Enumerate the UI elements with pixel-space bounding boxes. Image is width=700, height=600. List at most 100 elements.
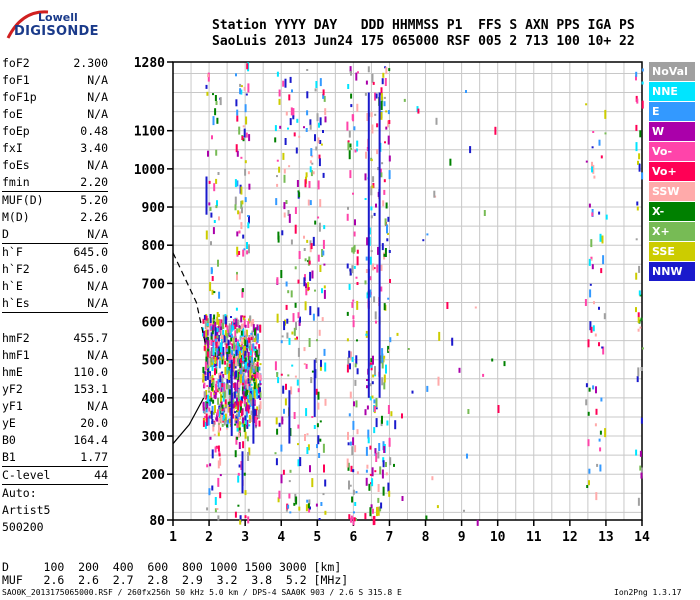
echo-point <box>215 380 218 384</box>
echo-point <box>242 355 245 362</box>
echo-point <box>229 419 231 424</box>
echo-point <box>209 376 212 381</box>
echo-point <box>349 391 352 399</box>
param-value: N/A <box>87 90 108 104</box>
echo-point <box>248 393 251 400</box>
echo-point <box>258 374 261 380</box>
echo-point <box>387 405 390 414</box>
echo-point <box>219 474 222 477</box>
echo-point <box>241 315 244 318</box>
echo-point <box>214 392 217 398</box>
echo-point <box>276 175 278 178</box>
echo-point <box>218 319 220 327</box>
echo-point <box>355 355 358 365</box>
echo-point <box>385 126 388 130</box>
echo-point <box>235 349 238 356</box>
echo-trace <box>288 390 291 444</box>
echo-point <box>221 383 224 388</box>
echo-point <box>280 270 283 278</box>
echo-point <box>316 444 318 449</box>
echo-point <box>436 505 439 509</box>
echo-point <box>366 379 368 381</box>
echo-point <box>310 148 313 157</box>
echo-point <box>236 383 239 393</box>
echo-point <box>635 142 638 152</box>
echo-point <box>203 418 206 421</box>
echo-point <box>351 114 354 121</box>
echo-point <box>247 215 250 217</box>
echo-point <box>232 353 235 357</box>
param-key: B0 <box>2 433 16 447</box>
echo-point <box>305 128 308 132</box>
echo-point <box>219 403 222 406</box>
echo-point <box>249 335 252 338</box>
echo-point <box>236 231 239 237</box>
echo-point <box>373 399 376 404</box>
echo-point <box>236 328 239 334</box>
echo-point <box>255 349 258 357</box>
echo-point <box>284 398 287 406</box>
echo-point <box>353 265 356 269</box>
echo-point <box>388 68 391 72</box>
echo-point <box>379 168 382 173</box>
echo-point <box>348 283 351 290</box>
echo-point <box>214 405 216 414</box>
echo-point <box>637 497 640 506</box>
echo-point <box>287 210 290 216</box>
param-fof1p: foF1p N/A <box>2 89 108 106</box>
echo-point <box>215 417 218 421</box>
param-value: 455.7 <box>73 331 108 345</box>
echo-point <box>242 125 245 128</box>
echo-point <box>386 420 389 426</box>
echo-point <box>449 158 452 166</box>
echo-point <box>369 396 372 401</box>
echo-point <box>386 224 388 234</box>
echo-point <box>417 108 420 114</box>
echo-point <box>225 330 227 337</box>
echo-point <box>276 277 279 285</box>
param-key: hmE <box>2 365 23 379</box>
echo-point <box>202 318 205 324</box>
echo-point <box>377 167 380 171</box>
echo-point <box>249 355 252 361</box>
echo-point <box>253 378 256 382</box>
echo-point <box>245 116 248 125</box>
echo-point <box>218 408 221 417</box>
echo-point <box>247 398 250 403</box>
echo-point <box>321 288 323 294</box>
echo-point <box>371 185 374 189</box>
echo-point <box>254 349 257 351</box>
echo-point <box>590 256 593 259</box>
param-hmf2: hmF2 455.7 <box>2 330 108 347</box>
echo-point <box>375 320 377 324</box>
echo-point <box>204 361 207 371</box>
echo-point <box>248 134 251 142</box>
profile-solid-curve <box>172 397 205 445</box>
echo-point <box>587 411 590 416</box>
echo-point <box>351 301 354 308</box>
echo-point <box>317 307 320 317</box>
echo-point <box>275 458 278 466</box>
echo-point <box>250 332 253 335</box>
param-key: D <box>2 227 9 241</box>
echo-point <box>352 192 354 195</box>
echo-trace <box>205 176 208 215</box>
echo-point <box>295 322 297 331</box>
param-fof1: foF1 N/A <box>2 72 108 89</box>
echo-point <box>236 246 239 255</box>
echo-point <box>249 387 252 390</box>
echo-point <box>347 84 350 89</box>
echo-point <box>349 66 352 72</box>
echo-point <box>238 381 241 388</box>
echo-point <box>222 408 225 415</box>
echo-point <box>216 200 218 207</box>
echo-point <box>446 302 449 309</box>
echo-point <box>241 396 243 402</box>
echo-point <box>216 316 219 325</box>
echo-point <box>364 92 367 96</box>
x-tick-label: 1 <box>169 530 177 545</box>
echo-trace <box>241 451 244 494</box>
echo-point <box>242 234 245 239</box>
echo-point <box>396 332 399 336</box>
echo-point <box>247 171 250 175</box>
